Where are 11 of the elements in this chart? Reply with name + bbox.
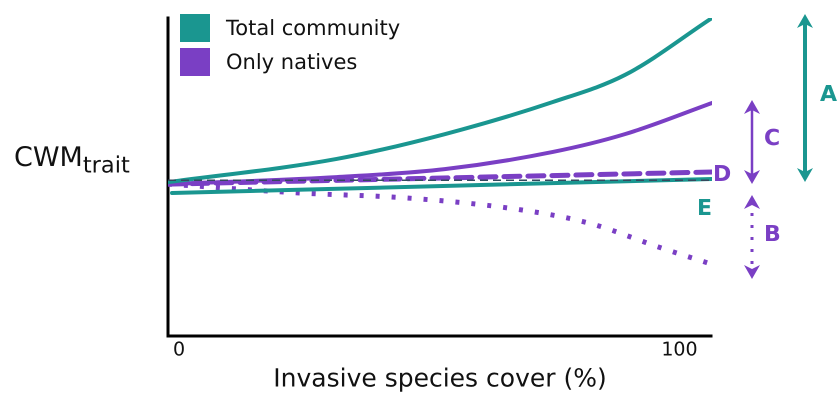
legend-label: Total community <box>226 16 400 40</box>
x-tick-label: 100 <box>661 338 698 361</box>
x-tick-label: 0 <box>172 338 186 361</box>
legend-label: Only natives <box>226 50 358 74</box>
text: A <box>820 82 838 107</box>
text: D <box>713 162 732 187</box>
text: C <box>764 126 780 151</box>
annotation: E <box>697 196 712 221</box>
x-axis-title: Invasive species cover (%) <box>273 364 607 392</box>
y-axis-title: CWM$_{trait}$ <box>14 142 130 178</box>
text: B <box>764 222 781 247</box>
